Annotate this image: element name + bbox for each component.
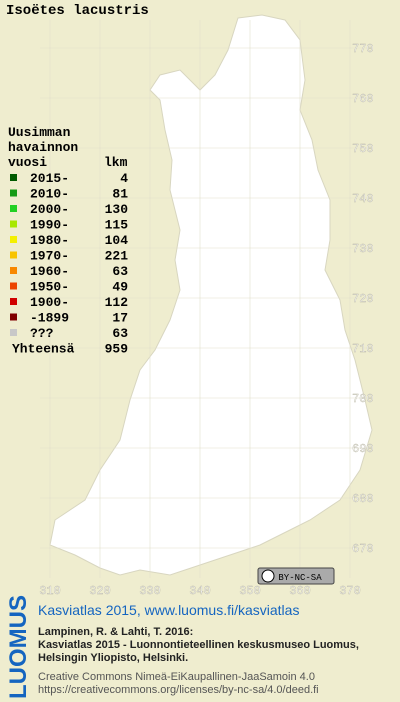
- legend-count: 115: [105, 218, 129, 233]
- atlas-link[interactable]: Kasviatlas 2015, www.luomus.fi/kasviatla…: [38, 602, 300, 618]
- legend-label: 2010-: [30, 187, 69, 202]
- x-coordinate-label: 350: [239, 584, 261, 598]
- x-coordinate-label: 320: [89, 584, 111, 598]
- legend-count: 130: [105, 202, 129, 217]
- legend-count: 63: [112, 326, 128, 341]
- legend-heading: vuosi: [8, 155, 47, 170]
- legend-count: 221: [105, 249, 129, 264]
- x-coordinate-label: 370: [339, 584, 361, 598]
- legend-label: 2000-: [30, 202, 69, 217]
- legend-swatch: [10, 220, 17, 228]
- x-coordinate-label: 360: [289, 584, 311, 598]
- license-badge-text: BY-NC-SA: [278, 573, 322, 583]
- y-coordinate-label: 750: [352, 142, 374, 156]
- legend-heading: havainnon: [8, 140, 78, 155]
- legend-swatch: [10, 236, 17, 243]
- y-coordinate-label: 710: [352, 342, 374, 356]
- y-coordinate-label: 700: [352, 392, 374, 406]
- legend-total-label: Yhteensä: [12, 342, 75, 357]
- x-coordinate-label: 310: [39, 584, 61, 598]
- legend-label: ???: [30, 326, 54, 341]
- legend-label: 2015-: [30, 171, 69, 186]
- legend-count: 63: [112, 264, 128, 279]
- legend-swatch: [10, 329, 17, 336]
- legend-swatch: [10, 282, 17, 290]
- legend-label: 1980-: [30, 233, 69, 248]
- legend-count: 112: [105, 295, 129, 310]
- legend-label: -1899: [30, 311, 69, 326]
- legend-label: 1950-: [30, 280, 69, 295]
- y-coordinate-label: 690: [352, 442, 374, 456]
- map: 770 760 750 740 730 720 710 700 690 680 670 310 320 3…: [6, 3, 374, 598]
- y-coordinate-label: 770: [352, 42, 374, 56]
- logo-text: LUOMUS: [5, 595, 32, 699]
- legend-swatch: [10, 205, 17, 212]
- y-coordinate-label: 670: [352, 542, 374, 556]
- legend-swatch: [10, 251, 17, 259]
- citation-line: Helsingin Yliopisto, Helsinki.: [38, 652, 189, 664]
- citation: Lampinen, R. & Lahti, T. 2016: Kasviatla…: [38, 626, 359, 665]
- license-line: https://creativecommons.org/licenses/by-…: [38, 684, 319, 696]
- y-coordinate-label: 760: [352, 92, 374, 106]
- legend-label: 1990-: [30, 218, 69, 233]
- legend-total: 959: [105, 342, 129, 357]
- finland-outline: [49, 14, 373, 576]
- legend-swatch: [10, 174, 17, 181]
- y-coordinate-label: 720: [352, 292, 374, 306]
- citation-line: Kasviatlas 2015 - Luonnontieteellinen ke…: [38, 639, 359, 651]
- legend-swatch: [10, 313, 17, 321]
- x-coordinate-label: 340: [189, 584, 211, 598]
- x-coordinate-label: 330: [139, 584, 161, 598]
- license-line: Creative Commons Nimeä-EiKaupallinen-Jaa…: [38, 671, 315, 683]
- legend-swatch: [10, 267, 17, 274]
- legend-count: 17: [112, 311, 128, 326]
- legend-swatch: [10, 189, 17, 197]
- y-coordinate-label: 680: [352, 492, 374, 506]
- legend-label: 1970-: [30, 249, 69, 264]
- citation-line: Lampinen, R. & Lahti, T. 2016:: [38, 626, 194, 638]
- legend-count: 4: [120, 171, 128, 186]
- legend-label: 1900-: [30, 295, 69, 310]
- legend-heading: Uusimman: [8, 125, 71, 140]
- logo: LUOMUS: [5, 595, 32, 699]
- y-coordinate-label: 730: [352, 242, 374, 256]
- legend-swatch: [10, 298, 17, 305]
- license-badge: BY-NC-SA: [257, 567, 335, 585]
- legend-count: 104: [105, 233, 129, 248]
- license: Creative Commons Nimeä-EiKaupallinen-Jaa…: [38, 671, 319, 697]
- legend-count: 81: [112, 187, 128, 202]
- y-coordinate-label: 740: [352, 192, 374, 206]
- legend-count: 49: [112, 280, 128, 295]
- legend-heading: lkm: [104, 155, 128, 170]
- map-title: Isoëtes lacustris: [6, 3, 149, 19]
- legend-label: 1960-: [30, 264, 69, 279]
